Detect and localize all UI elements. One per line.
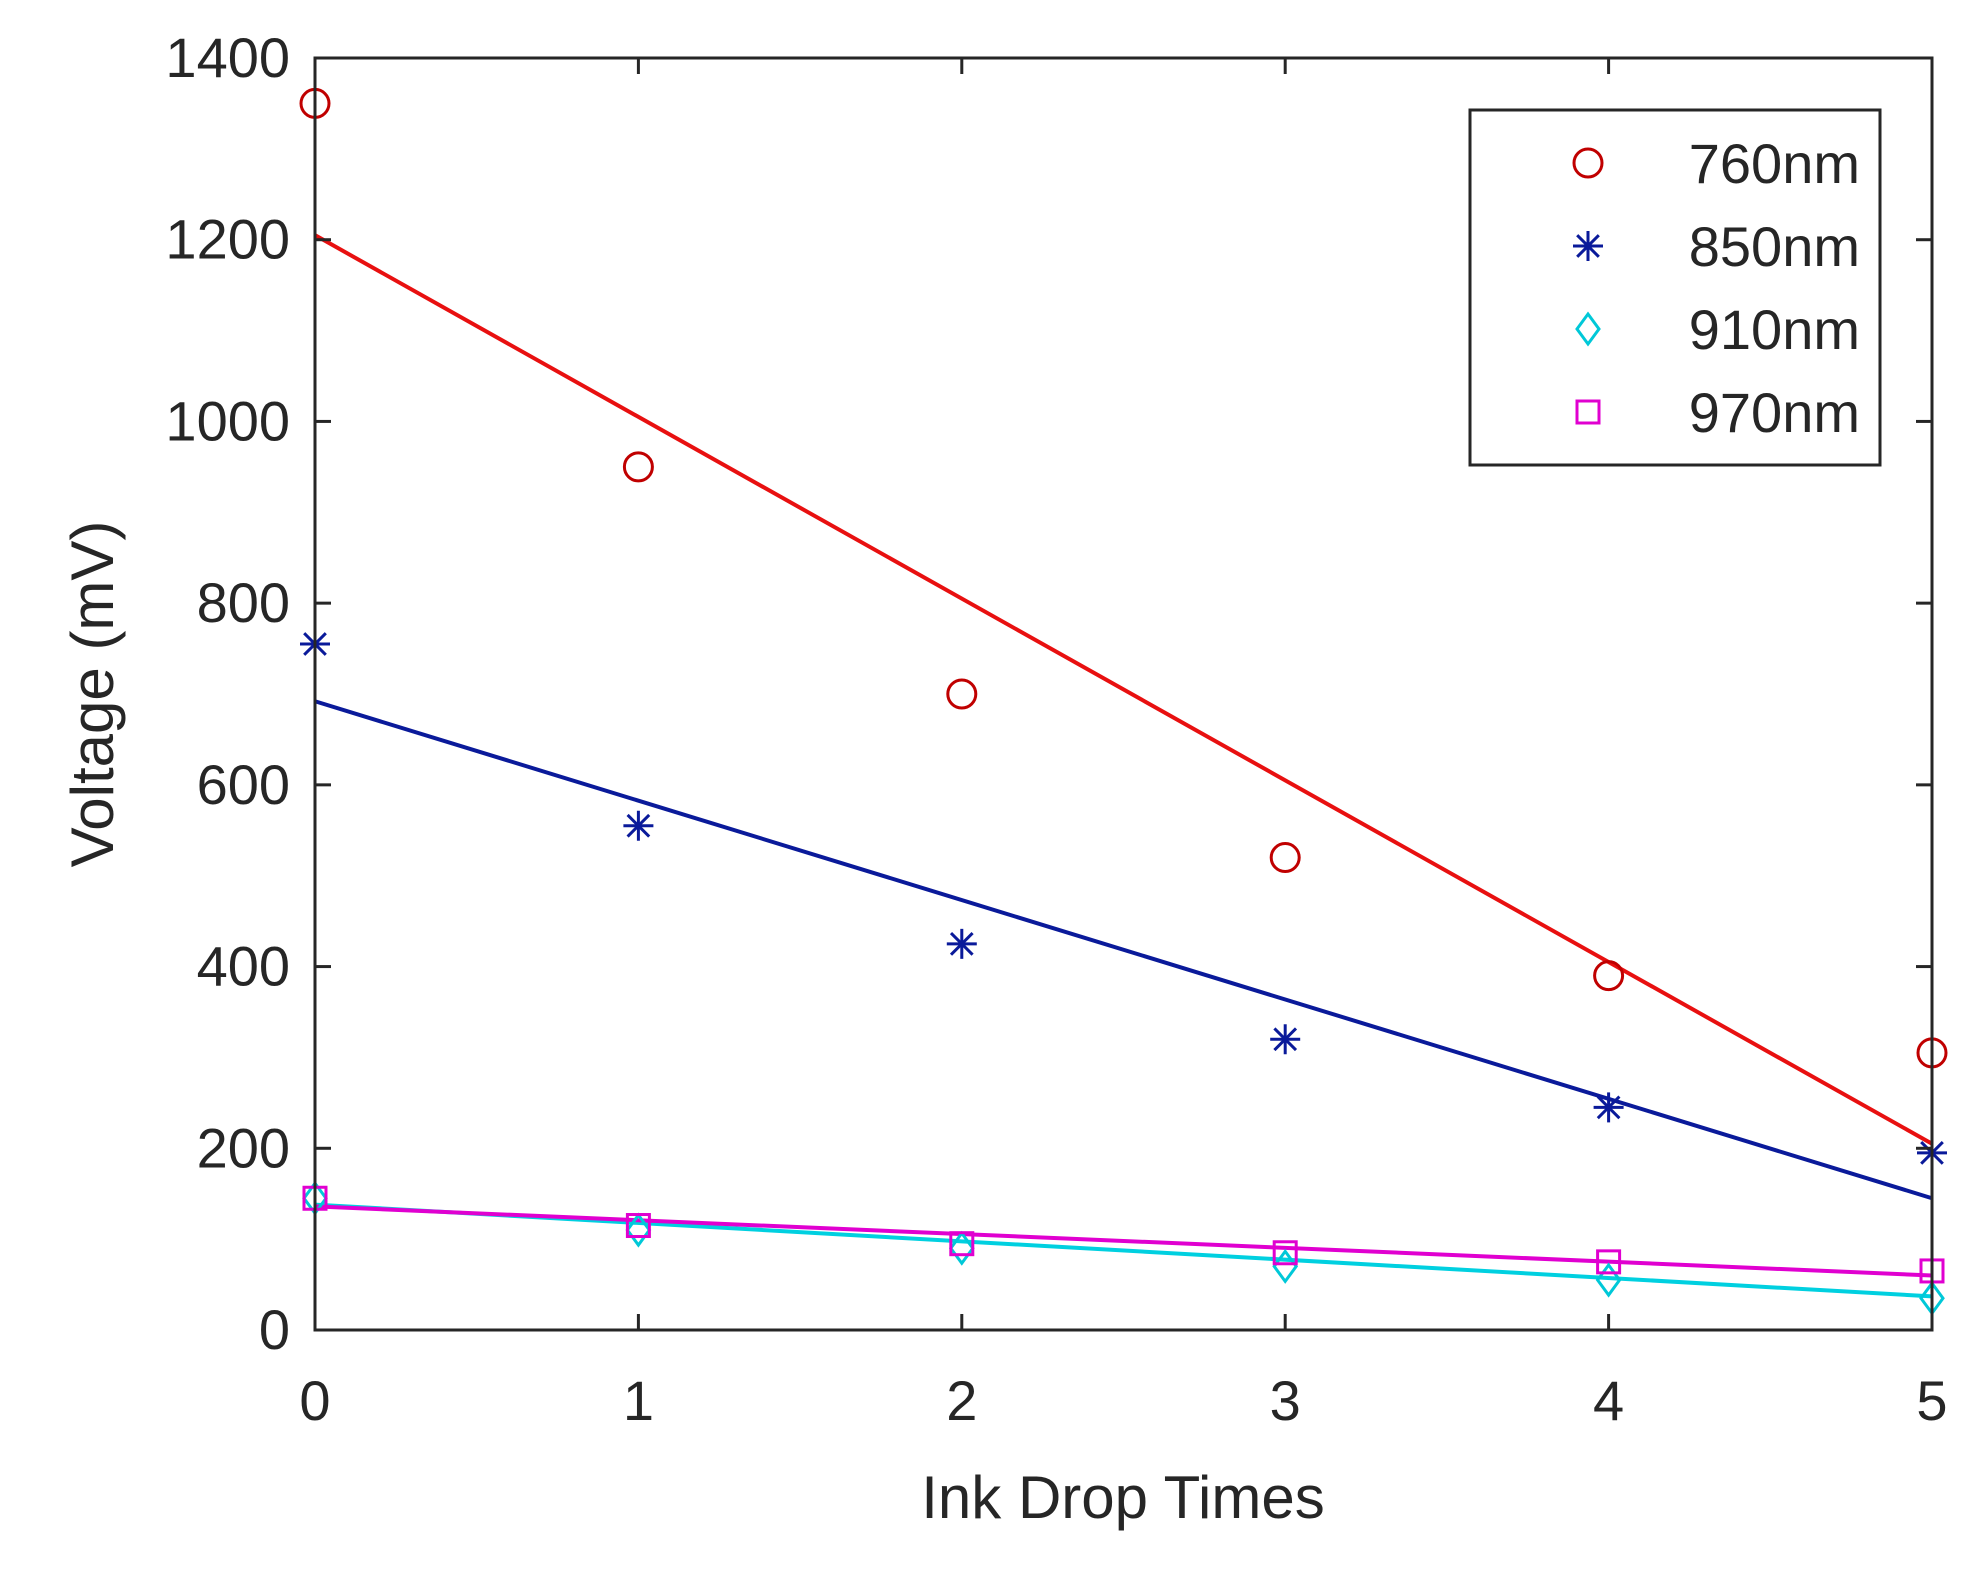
marker-970nm-4 (1596, 1249, 1622, 1275)
y-tick-label-2: 400 (197, 935, 290, 998)
marker-850nm-4 (1593, 1092, 1624, 1123)
marker-850nm-3 (1270, 1024, 1301, 1055)
plot-frame (313, 56, 1934, 1332)
legend-marker-760nm (1572, 147, 1604, 179)
fit-line-760nm (314, 233, 1933, 1146)
legend: 760nm 850nm 910nm 970nm (1468, 108, 1882, 467)
marker-970nm-2 (949, 1231, 975, 1257)
marker-760nm-1 (622, 451, 654, 483)
legend-label-910nm: 910nm (1689, 298, 1860, 361)
y-tick-label-1: 200 (197, 1116, 290, 1179)
marker-850nm-2 (946, 928, 977, 959)
marker-760nm-4 (1593, 960, 1625, 992)
legend-marker-910nm (1575, 311, 1601, 347)
marker-760nm-3 (1269, 842, 1301, 874)
x-tick-label-5: 5 (1916, 1369, 1947, 1432)
marker-910nm-2 (948, 1230, 975, 1266)
legend-label-850nm: 850nm (1689, 215, 1860, 278)
tick-labels: 0 1 2 3 4 5 0 200 400 600 800 1000 1200 1400 (165, 26, 1947, 1432)
x-tick-label-3: 3 (1270, 1369, 1301, 1432)
legend-box (1468, 108, 1882, 467)
y-tick-label-3: 600 (197, 753, 290, 816)
marker-850nm-1 (623, 810, 654, 841)
x-tick-label-4: 4 (1593, 1369, 1624, 1432)
marker-910nm-4 (1595, 1262, 1622, 1298)
y-tick-label-7: 1400 (165, 26, 290, 89)
y-axis-title: Voltage (mV) (59, 521, 126, 868)
legend-marker-970nm (1575, 399, 1601, 425)
x-tick-label-1: 1 (623, 1369, 654, 1432)
marker-970nm-1 (625, 1213, 651, 1239)
marker-760nm-2 (946, 678, 978, 710)
x-axis-title: Ink Drop Times (921, 1464, 1324, 1531)
x-tick-label-0: 0 (299, 1369, 330, 1432)
y-tick-label-0: 0 (259, 1298, 290, 1361)
legend-label-970nm: 970nm (1689, 381, 1860, 444)
y-tick-label-6: 1200 (165, 208, 290, 271)
legend-label-760nm: 760nm (1689, 132, 1860, 195)
fit-line-850nm (314, 699, 1933, 1201)
data-markers (299, 87, 1948, 1316)
marker-910nm-3 (1272, 1248, 1299, 1284)
y-tick-label-5: 1000 (165, 389, 290, 452)
fit-lines (314, 233, 1933, 1299)
x-tick-label-2: 2 (946, 1369, 977, 1432)
y-tick-label-4: 800 (197, 571, 290, 634)
legend-marker-850nm (1573, 231, 1603, 261)
marker-970nm-3 (1272, 1240, 1298, 1266)
marker-910nm-1 (625, 1212, 652, 1248)
fit-line-970nm (314, 1204, 1933, 1278)
